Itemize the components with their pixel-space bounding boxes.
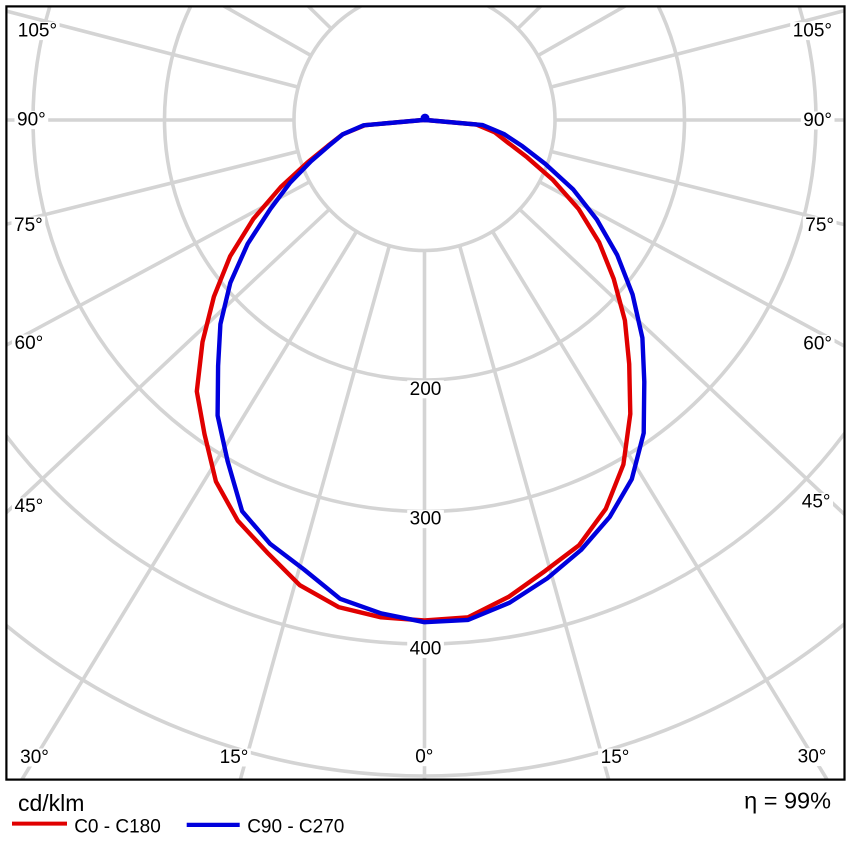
svg-text:90°: 90° [17,110,46,131]
svg-text:15°: 15° [601,747,630,768]
svg-text:75°: 75° [14,215,43,236]
svg-text:30°: 30° [20,747,49,768]
svg-text:90°: 90° [803,110,832,131]
svg-text:0°: 0° [415,747,433,768]
svg-text:200: 200 [410,379,442,400]
svg-text:105°: 105° [793,21,832,42]
svg-text:cd/klm: cd/klm [18,790,84,816]
svg-text:300: 300 [410,509,442,530]
svg-text:60°: 60° [15,333,44,354]
svg-text:15°: 15° [220,747,249,768]
svg-text:45°: 45° [802,492,831,513]
svg-text:C0 - C180: C0 - C180 [74,817,161,838]
svg-text:45°: 45° [15,496,44,517]
svg-text:C90 - C270: C90 - C270 [247,816,344,837]
svg-text:30°: 30° [798,747,827,768]
svg-text:105°: 105° [18,21,57,42]
svg-text:400: 400 [410,639,442,660]
svg-text:η = 99%: η = 99% [744,788,831,814]
svg-text:60°: 60° [803,334,832,355]
svg-text:75°: 75° [805,215,834,236]
